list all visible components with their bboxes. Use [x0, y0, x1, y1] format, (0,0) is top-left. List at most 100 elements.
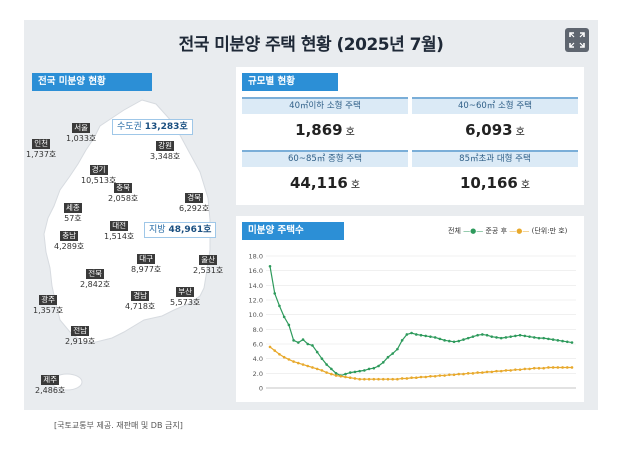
region-sejong: 세종 57호 — [64, 202, 82, 224]
legend-completed-label: 준공 후 — [485, 227, 508, 235]
data-point — [466, 372, 470, 375]
data-point — [292, 339, 295, 342]
region-ulsan: 울산 2,531호 — [193, 254, 223, 276]
data-point — [391, 352, 394, 355]
data-point — [481, 333, 484, 336]
capital-area-value: 13,283호 — [144, 122, 188, 132]
data-point — [537, 336, 541, 340]
region-value: 1,357호 — [33, 306, 64, 315]
region-name: 광주 — [39, 295, 58, 305]
data-point — [462, 372, 465, 376]
data-point — [547, 337, 550, 341]
y-tick-label: 10.0 — [249, 311, 263, 319]
size-section-label: 규모별 현황 — [242, 73, 338, 91]
data-point — [301, 338, 305, 341]
data-point — [424, 334, 428, 338]
data-point — [485, 333, 489, 337]
data-point — [278, 304, 281, 308]
data-point — [339, 374, 343, 378]
data-point — [400, 339, 404, 342]
data-point — [391, 377, 394, 381]
region-daejeon: 대전 1,514호 — [104, 220, 134, 242]
data-point — [330, 367, 333, 371]
data-point — [372, 377, 376, 381]
region-gyeongnam: 경남 4,718호 — [125, 290, 155, 312]
data-point — [561, 339, 564, 343]
data-point — [433, 374, 437, 378]
data-point — [443, 339, 446, 342]
data-point — [509, 369, 512, 372]
map-section-label: 전국 미분양 현황 — [32, 73, 152, 91]
data-point — [306, 364, 310, 368]
chart-legend: 전체 —●— 준공 후 —●— (단위:만 호) — [448, 226, 567, 236]
region-value: 5,573호 — [170, 298, 201, 307]
data-point — [396, 377, 399, 381]
region-value: 2,486호 — [35, 386, 66, 395]
data-point — [268, 264, 272, 268]
y-tick-label: 6.0 — [253, 341, 263, 349]
data-point — [509, 335, 512, 338]
legend-completed-swatch: —●— — [509, 227, 530, 235]
data-point — [542, 336, 545, 340]
data-point — [466, 336, 470, 340]
data-point — [443, 374, 446, 377]
region-jeonbuk: 전북 2,842호 — [80, 268, 110, 290]
data-point — [523, 334, 527, 338]
data-point — [410, 376, 413, 380]
size-unit: 호 — [520, 180, 531, 191]
data-point — [518, 368, 522, 371]
data-point — [320, 357, 324, 360]
region-value: 2,531호 — [193, 266, 224, 275]
data-point — [457, 339, 461, 343]
region-value: 57호 — [64, 214, 82, 223]
provinces-area-name: 지방 — [149, 225, 166, 235]
provinces-area-box: 지방 48,961호 — [144, 222, 217, 238]
region-name: 부산 — [176, 287, 195, 297]
region-name: 경남 — [131, 291, 150, 301]
region-value: 10,513호 — [81, 176, 117, 185]
region-incheon: 인천 1,737호 — [26, 138, 56, 160]
infographic-card: 전국 미분양 주택 현황 (2025년 7월) 전국 미분양 현황 수도권 13… — [24, 20, 598, 410]
data-point — [448, 373, 451, 377]
data-point — [565, 340, 569, 344]
legend-total-label: 전체 — [448, 227, 461, 235]
region-gangwon: 강원 3,348호 — [150, 140, 180, 162]
data-point — [315, 367, 319, 371]
data-point — [528, 367, 531, 371]
data-point — [367, 377, 371, 381]
data-point — [565, 366, 569, 369]
footnote: [국토교통부 제공. 재판매 및 DB 금지] — [54, 421, 183, 430]
data-point — [570, 341, 574, 344]
data-point — [268, 345, 272, 349]
data-point — [311, 366, 314, 369]
data-point — [429, 335, 432, 338]
region-value: 2,058호 — [108, 194, 139, 203]
data-point — [452, 340, 456, 344]
data-point — [273, 349, 277, 352]
region-jeonnam: 전남 2,919호 — [65, 325, 95, 347]
data-point — [282, 315, 286, 319]
region-name: 세종 — [64, 203, 82, 213]
data-point — [320, 369, 324, 372]
data-point — [551, 366, 555, 369]
data-point — [353, 370, 357, 374]
region-value: 2,919호 — [65, 337, 96, 346]
data-point — [301, 363, 305, 366]
expand-icon — [569, 32, 585, 48]
data-point — [405, 333, 409, 336]
data-point — [405, 377, 409, 380]
size-unit: 호 — [345, 127, 355, 138]
expand-button[interactable] — [565, 28, 589, 52]
data-point — [325, 363, 328, 366]
size-number: 10,166 — [459, 174, 518, 192]
y-tick-label: 0 — [259, 385, 263, 393]
data-point — [273, 292, 277, 295]
chart-section-label: 미분양 주택수 — [242, 222, 344, 240]
data-point — [306, 342, 310, 346]
data-point — [348, 371, 352, 374]
data-point — [570, 366, 574, 369]
region-value: 3,348호 — [150, 152, 181, 161]
data-point — [523, 367, 527, 371]
y-tick-label: 16.0 — [249, 267, 263, 275]
y-tick-label: 18.0 — [249, 253, 263, 261]
